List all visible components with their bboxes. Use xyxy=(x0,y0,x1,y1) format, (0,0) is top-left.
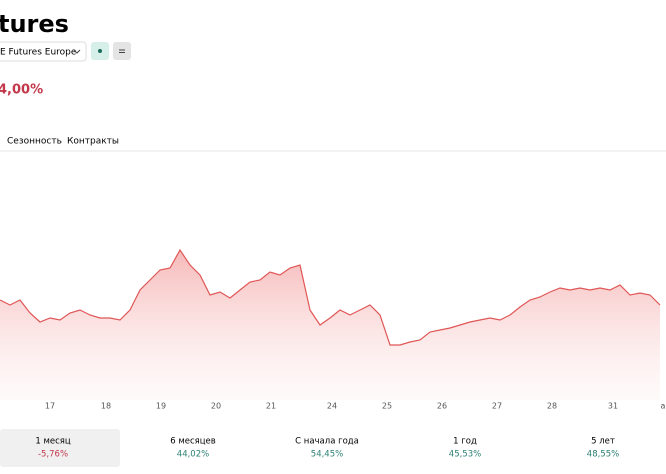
x-tick-label: 17 xyxy=(45,402,55,411)
title: tures xyxy=(0,10,69,38)
period-value: 45,53% xyxy=(449,450,481,460)
period-value: -5,76% xyxy=(38,450,68,460)
period-label: 1 год xyxy=(453,437,477,447)
button-menu[interactable] xyxy=(113,42,131,60)
x-tick-label: 19 xyxy=(156,402,166,411)
x-tick-label: 21 xyxy=(266,402,276,411)
price-line xyxy=(0,248,661,346)
period-label: 1 месяц xyxy=(35,437,71,447)
exchange-select[interactable] xyxy=(0,41,87,62)
x-tick-label: 18 xyxy=(101,402,111,411)
period-label: 5 лет xyxy=(591,437,615,447)
period-value: 48,55% xyxy=(587,450,619,460)
x-tick-label: 28 xyxy=(547,402,557,411)
x-tick-label: 20 xyxy=(211,402,221,411)
x-tick-label: 26 xyxy=(437,402,447,411)
tab[interactable]: Контракты xyxy=(67,137,119,147)
change: 4,00% xyxy=(0,83,43,98)
period-value: 54,45% xyxy=(311,450,343,460)
period-selected[interactable] xyxy=(0,429,120,467)
x-tick-label: а xyxy=(661,402,666,411)
x-tick-label: 25 xyxy=(382,402,392,411)
dot-icon xyxy=(98,49,102,53)
chevron xyxy=(73,49,81,54)
menu-icon xyxy=(119,49,125,53)
tab[interactable]: Сезонность xyxy=(7,137,62,147)
x-tick-label: 31 xyxy=(608,402,618,411)
period-label: С начала года xyxy=(295,437,359,447)
area-fill xyxy=(0,250,660,400)
period-label: 6 месяцев xyxy=(170,437,216,447)
x-tick-label: 27 xyxy=(492,402,502,411)
exchange-text: E Futures Europe xyxy=(0,48,77,58)
period-value: 44,02% xyxy=(177,450,209,460)
x-tick-label: 24 xyxy=(327,402,337,411)
